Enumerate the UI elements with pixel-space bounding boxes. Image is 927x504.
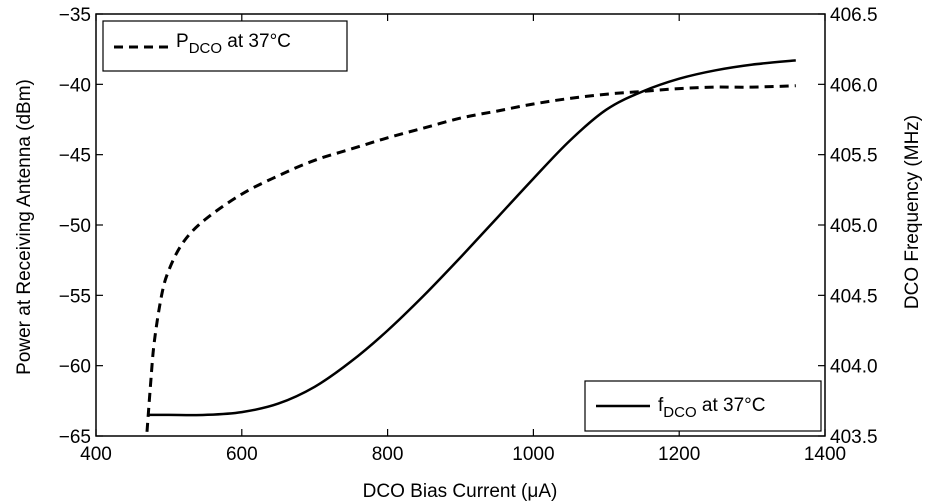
x-tick-label: 1000 <box>512 444 554 465</box>
y-axis-title-right: DCO Frequency (MHz) <box>902 115 923 309</box>
tick-labels: 400 600 800 1000 1200 1400 −35 −40 −45 −50 −55 −60 −… <box>59 5 878 465</box>
series-line-fdco <box>146 59 796 417</box>
x-axis-title: DCO Bias Current (μA) <box>363 481 558 502</box>
tick-marks <box>95 13 826 437</box>
y-right-tick-label: 405.5 <box>830 146 878 167</box>
legend-fdco: fDCO at 37°C <box>584 380 822 432</box>
y-right-tick-label: 404.0 <box>830 357 878 378</box>
y-left-tick-label: −60 <box>59 357 91 378</box>
x-tick-label: 800 <box>372 444 404 465</box>
plot-frame <box>95 13 826 437</box>
x-tick-label: 1200 <box>658 444 700 465</box>
legend-box-pdco <box>102 20 348 72</box>
y-right-tick-label: 406.0 <box>830 75 878 96</box>
legend-pdco: PDCO at 37°C <box>102 20 348 72</box>
y-left-tick-label: −50 <box>59 216 91 237</box>
x-tick-label: 600 <box>226 444 258 465</box>
series-line-pdco <box>145 84 796 432</box>
y-left-tick-label: −35 <box>59 5 91 26</box>
y-right-tick-label: 404.5 <box>830 286 878 307</box>
x-tick-label: 400 <box>80 444 112 465</box>
y-right-tick-label: 406.5 <box>830 5 878 26</box>
x-tick-label: 1400 <box>804 444 846 465</box>
legend-label-fdco: fDCO at 37°C <box>658 395 765 421</box>
y-right-tick-label: 403.5 <box>830 427 878 448</box>
y-left-tick-label: −45 <box>59 146 91 167</box>
y-left-tick-label: −40 <box>59 75 91 96</box>
y-axis-title-left: Power at Receiving Antenna (dBm) <box>14 79 35 375</box>
y-right-tick-label: 405.0 <box>830 216 878 237</box>
legend-label-pdco: PDCO at 37°C <box>176 31 291 57</box>
y-left-tick-label: −65 <box>59 427 91 448</box>
y-left-tick-label: −55 <box>59 286 91 307</box>
